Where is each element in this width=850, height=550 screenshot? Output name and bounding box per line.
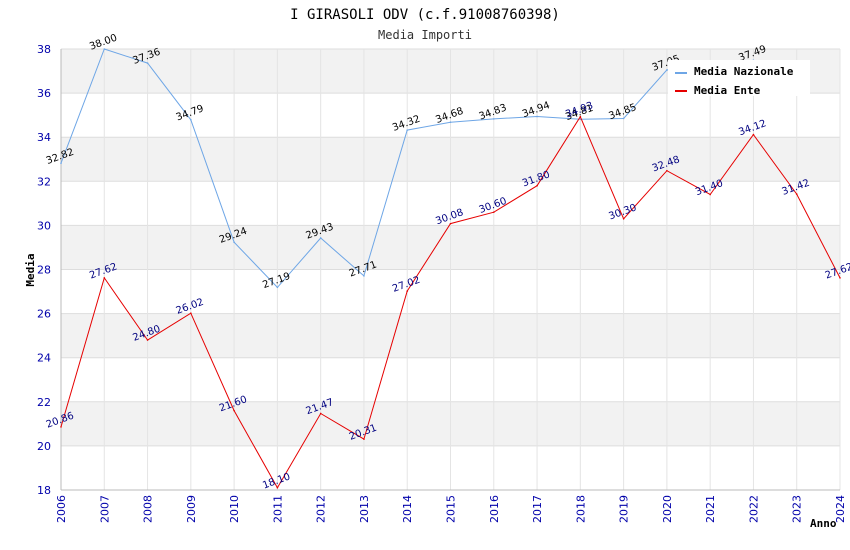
data-point <box>319 237 322 239</box>
data-point <box>492 118 495 120</box>
x-tick-label: 2008 <box>142 495 155 523</box>
data-point <box>146 339 149 341</box>
data-point <box>363 438 365 440</box>
y-tick-label: 18 <box>37 484 51 497</box>
data-point <box>60 426 62 428</box>
x-tick-label: 2019 <box>618 495 631 523</box>
data-point <box>449 121 452 124</box>
data-point <box>709 193 711 196</box>
data-point <box>622 217 625 220</box>
data-point <box>146 62 149 64</box>
legend-label-nazionale: Media Nazionale <box>694 65 794 78</box>
data-point <box>622 117 625 120</box>
x-tick-label: 2012 <box>315 495 328 523</box>
series-lines <box>60 48 841 489</box>
x-axis-label: Anno <box>810 517 837 530</box>
data-point <box>363 275 365 277</box>
data-point <box>103 48 106 50</box>
x-tick-label: 2010 <box>228 495 241 523</box>
chart-title: I GIRASOLI ODV (c.f.91008760398) <box>290 7 560 23</box>
data-point <box>795 193 798 195</box>
gridlines <box>60 48 841 491</box>
x-tick-label: 2009 <box>185 495 198 523</box>
x-tick-label: 2006 <box>55 495 68 523</box>
data-point <box>666 69 668 71</box>
y-tick-label: 30 <box>37 219 51 232</box>
y-tick-label: 22 <box>37 396 51 409</box>
legend: Media Nazionale Media Ente <box>668 60 810 97</box>
data-point <box>839 277 841 279</box>
y-axis-label: Media <box>24 253 37 286</box>
x-tick-label: 2013 <box>358 495 371 523</box>
data-point <box>536 115 538 118</box>
data-point <box>406 290 409 292</box>
legend-box <box>668 60 810 96</box>
data-point <box>190 312 192 314</box>
x-tick-label: 2018 <box>574 495 587 523</box>
data-point <box>190 118 192 121</box>
data-point <box>536 184 538 187</box>
data-point <box>319 412 322 415</box>
data-point <box>233 241 235 243</box>
y-axis-ticks: 18 20 22 24 26 28 30 32 34 36 38 <box>37 43 51 497</box>
y-tick-label: 38 <box>37 43 51 56</box>
y-tick-label: 34 <box>37 131 51 144</box>
x-tick-label: 2021 <box>704 495 717 523</box>
legend-label-ente: Media Ente <box>694 84 761 97</box>
x-tick-label: 2015 <box>445 495 458 523</box>
y-tick-label: 32 <box>37 175 51 188</box>
data-point <box>666 169 668 172</box>
x-tick-label: 2014 <box>401 495 414 523</box>
x-tick-label: 2007 <box>98 495 111 523</box>
data-point <box>60 162 62 165</box>
data-point <box>406 129 409 131</box>
data-point <box>103 277 106 279</box>
x-axis-ticks: 2006 2007 2008 2009 2010 2011 2012 2013 2014 2015… <box>55 495 847 523</box>
data-point <box>449 222 452 225</box>
data-point <box>579 115 582 118</box>
y-tick-label: 20 <box>37 440 51 453</box>
y-tick-label: 24 <box>37 352 51 365</box>
x-tick-label: 2022 <box>747 495 760 523</box>
data-point <box>276 286 279 289</box>
x-tick-label: 2023 <box>791 495 804 523</box>
y-tick-label: 36 <box>37 87 51 100</box>
data-point <box>276 486 279 489</box>
data-point <box>492 211 495 213</box>
y-tick-label: 26 <box>37 308 51 321</box>
y-tick-label: 28 <box>37 264 51 277</box>
x-tick-label: 2011 <box>271 495 284 523</box>
data-point <box>752 133 755 136</box>
x-tick-label: 2016 <box>488 495 501 523</box>
data-point <box>233 409 235 412</box>
x-tick-label: 2024 <box>834 495 847 523</box>
x-tick-label: 2020 <box>661 495 674 523</box>
chart-subtitle: Media Importi <box>378 28 472 42</box>
x-tick-label: 2017 <box>531 495 544 523</box>
